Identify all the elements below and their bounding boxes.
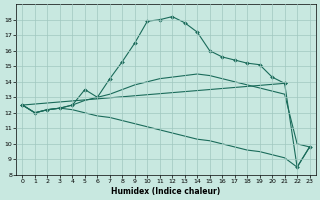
X-axis label: Humidex (Indice chaleur): Humidex (Indice chaleur) [111, 187, 221, 196]
